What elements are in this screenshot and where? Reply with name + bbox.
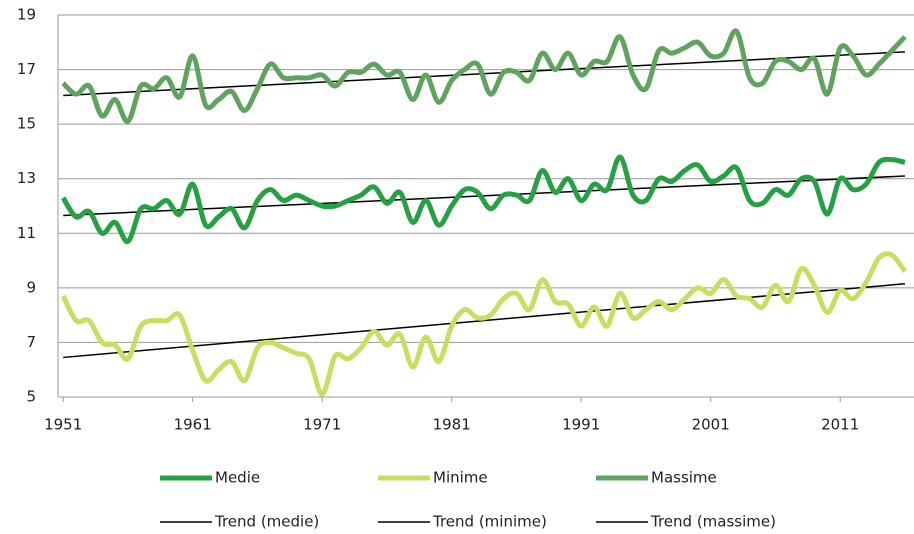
y-tick-label: 15	[17, 115, 36, 133]
series-line	[60, 251, 907, 397]
trend-line	[63, 283, 906, 359]
legend-label: Massime	[651, 469, 717, 487]
y-tick-label: 13	[17, 169, 36, 187]
x-tick-label: 2011	[821, 416, 859, 434]
y-tick-label: 7	[26, 333, 36, 351]
legend-label: Trend (medie)	[214, 513, 319, 531]
trend-line	[63, 175, 905, 217]
legend-label: Trend (massime)	[650, 513, 776, 531]
x-tick-label: 1991	[562, 416, 600, 434]
y-tick-label: 9	[26, 278, 36, 296]
legend-label: Medie	[215, 469, 260, 487]
series-line	[61, 154, 906, 244]
x-tick-label: 1961	[174, 416, 212, 434]
x-tick-label: 1981	[433, 416, 471, 434]
x-tick-label: 2001	[692, 416, 730, 434]
y-tick-label: 5	[26, 388, 36, 406]
x-tick-label: 1971	[303, 416, 341, 434]
legend-label: Minime	[433, 469, 488, 487]
y-tick-label: 19	[17, 6, 36, 24]
legend-label: Trend (minime)	[432, 513, 547, 531]
series-line	[61, 28, 907, 124]
x-tick-label: 1951	[44, 416, 82, 434]
y-tick-label: 17	[17, 60, 36, 78]
y-tick-label: 11	[17, 224, 36, 242]
